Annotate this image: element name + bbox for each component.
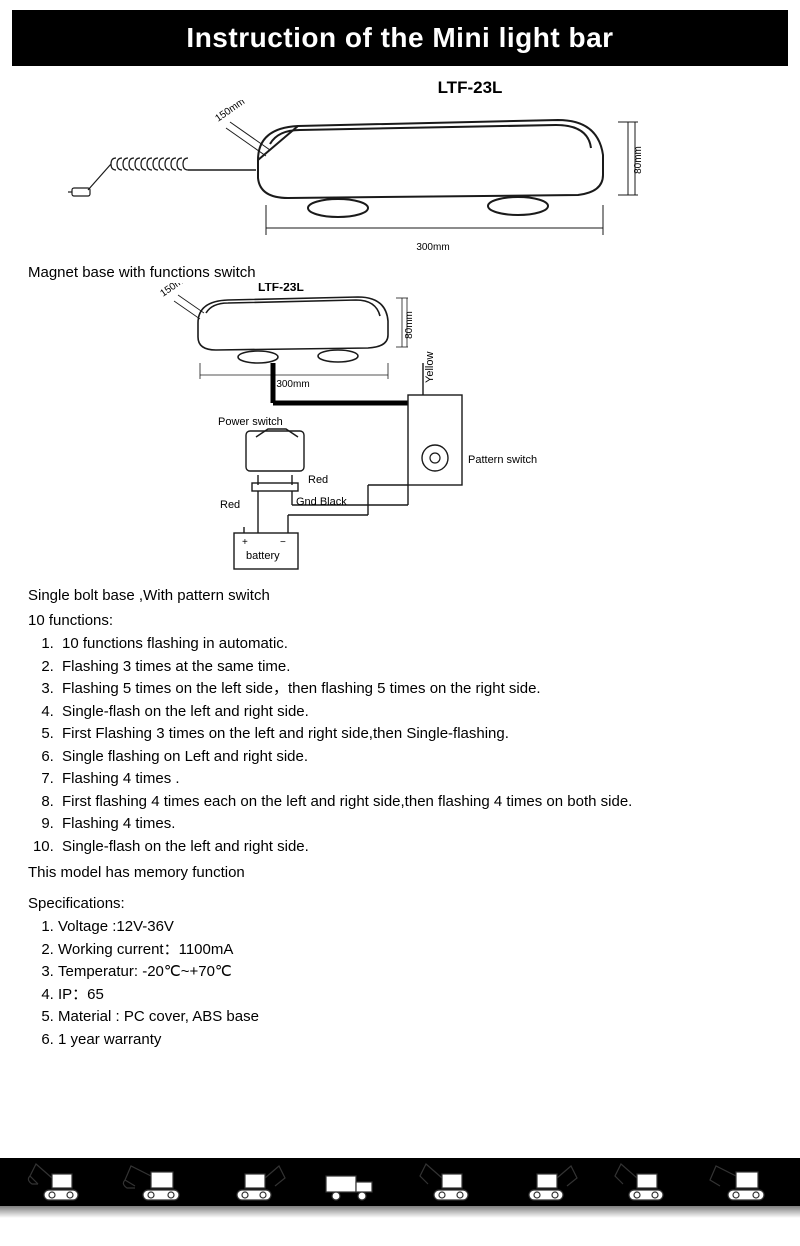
battery-minus: − xyxy=(280,537,286,548)
function-item: First flashing 4 times each on the left … xyxy=(58,791,772,814)
function-item: Single-flash on the left and right side. xyxy=(58,836,772,859)
excavator-icon xyxy=(609,1156,679,1206)
spec-item: Working current：1100mA xyxy=(58,939,772,962)
excavator-icon xyxy=(706,1156,776,1206)
excavator-icon xyxy=(24,1156,94,1206)
excavator-icon xyxy=(511,1156,581,1206)
dim-width-1: 300mm xyxy=(416,242,449,253)
gnd-label: Gnd Black xyxy=(296,496,347,508)
excavator-icon xyxy=(219,1156,289,1206)
battery-plus: + xyxy=(242,537,248,548)
red-label-2: Red xyxy=(220,499,240,511)
model-label-2: LTF-23L xyxy=(258,283,304,294)
model-label-1: LTF-23L xyxy=(168,78,772,98)
spec-heading: Specifications: xyxy=(28,895,772,912)
functions-heading: 10 functions: xyxy=(28,612,772,629)
dim-depth-2: 150mm xyxy=(158,283,192,299)
excavator-icon xyxy=(414,1156,484,1206)
spec-item: Temperatur: -20℃~+70℃ xyxy=(58,961,772,984)
dim-width-2: 300mm xyxy=(276,379,309,390)
footer-vehicle-strip xyxy=(0,1158,800,1206)
spec-item: Material : PC cover, ABS base xyxy=(58,1006,772,1029)
function-item: Flashing 3 times at the same time. xyxy=(58,656,772,679)
caption-2: Single bolt base ,With pattern switch xyxy=(28,587,772,604)
function-item: 10 functions flashing in automatic. xyxy=(58,633,772,656)
red-label-1: Red xyxy=(308,474,328,486)
footer-shadow xyxy=(0,1206,800,1218)
dim-depth-1: 150mm xyxy=(213,100,247,124)
function-item: First Flashing 3 times on the left and r… xyxy=(58,723,772,746)
function-item: Flashing 5 times on the left side，then f… xyxy=(58,678,772,701)
diagram-magnet-base: 150mm 80mm 300mm xyxy=(38,100,658,260)
caption-1: Magnet base with functions switch xyxy=(28,264,772,281)
page-content: LTF-23L xyxy=(0,66,800,1051)
dim-height-2: 80mm xyxy=(404,311,415,339)
power-switch-label: Power switch xyxy=(218,416,283,428)
function-item: Single flashing on Left and right side. xyxy=(58,746,772,769)
functions-list: 10 functions flashing in automatic. Flas… xyxy=(28,633,772,858)
diagram-wiring: LTF-23L 150mm 80mm 300mm Power switch Re… xyxy=(108,283,568,583)
pattern-switch-label: Pattern switch xyxy=(468,454,537,466)
spec-list: Voltage :12V-36V Working current：1100mA … xyxy=(28,916,772,1051)
yellow-label: Yellow xyxy=(424,352,436,383)
spec-item: Voltage :12V-36V xyxy=(58,916,772,939)
dim-height-1: 80mm xyxy=(633,146,644,174)
spec-item: IP：65 xyxy=(58,984,772,1007)
battery-label: battery xyxy=(246,550,280,562)
excavator-icon xyxy=(121,1156,191,1206)
page-title: Instruction of the Mini light bar xyxy=(186,22,613,53)
page-title-bar: Instruction of the Mini light bar xyxy=(12,10,788,66)
function-item: Flashing 4 times. xyxy=(58,813,772,836)
function-item: Flashing 4 times . xyxy=(58,768,772,791)
truck-icon xyxy=(316,1156,386,1206)
function-item: Single-flash on the left and right side. xyxy=(58,701,772,724)
spec-item: 1 year warranty xyxy=(58,1029,772,1052)
memory-note: This model has memory function xyxy=(28,864,772,881)
